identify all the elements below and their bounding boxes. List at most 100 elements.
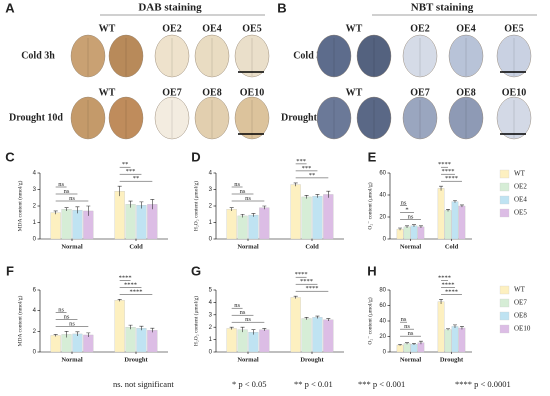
- significance-label: ****: [295, 271, 308, 278]
- bar: [323, 194, 334, 240]
- bar: [50, 212, 61, 240]
- error-bar: [398, 343, 403, 346]
- significance-label: ****: [119, 274, 132, 281]
- leaf-photo: [402, 34, 438, 78]
- error-bar: [150, 327, 155, 333]
- error-bar: [304, 316, 309, 320]
- legend-label: OE4: [514, 196, 527, 204]
- footnote: ** p < 0.01: [294, 379, 333, 389]
- bar: [396, 344, 404, 353]
- y-tick-label: 1: [209, 220, 213, 226]
- footnote: *** p < 0.001: [358, 379, 405, 389]
- y-tick-label: 0: [383, 350, 387, 356]
- y-tick-label: 3: [33, 187, 37, 193]
- significance-label: **: [122, 161, 129, 168]
- legend-swatch: [499, 298, 510, 308]
- bar: [301, 318, 312, 353]
- error-bar: [75, 331, 80, 336]
- leaf-photo: [234, 96, 270, 140]
- footnote: **** p < 0.0001: [455, 379, 511, 389]
- y-tick-label: 40: [379, 193, 386, 199]
- bar: [410, 225, 418, 240]
- error-bar: [459, 326, 464, 330]
- bar: [114, 190, 125, 240]
- y-tick-label: 6: [33, 288, 37, 294]
- bar: [136, 328, 147, 353]
- leaf-photo: [108, 96, 144, 140]
- leaf-photo: [108, 34, 144, 78]
- panel-letter: F: [6, 263, 14, 278]
- genotype-label: OE4: [202, 23, 221, 34]
- bar: [290, 184, 301, 240]
- error-bar: [229, 207, 234, 211]
- error-bar: [262, 328, 267, 331]
- row-label: Drought 10d: [281, 112, 335, 123]
- significance-label: ns: [240, 309, 246, 316]
- genotype-label: WT: [99, 23, 116, 34]
- bar: [83, 334, 94, 353]
- legend-swatch: [499, 324, 510, 334]
- error-bar: [64, 331, 69, 338]
- bar: [444, 329, 452, 353]
- y-axis-label: MDA content (nmol/g): [16, 180, 23, 231]
- error-bar: [304, 194, 309, 199]
- significance-label: ***: [126, 168, 136, 175]
- bar: [403, 226, 411, 240]
- error-bar: [139, 201, 144, 209]
- error-bar: [240, 326, 245, 333]
- legend-label: OE10: [514, 325, 531, 333]
- y-tick-label: 3: [209, 312, 213, 318]
- bar: [312, 195, 323, 240]
- error-bar: [405, 342, 410, 345]
- y-tick-label: 4: [33, 308, 37, 314]
- significance-label: ns: [58, 181, 64, 188]
- bar: [259, 329, 270, 353]
- significance-label: **: [133, 175, 140, 182]
- y-tick-label: 20: [379, 334, 386, 340]
- y-tick-label: 1: [33, 220, 37, 226]
- leaf-photo: [448, 34, 484, 78]
- legend-swatch: [499, 195, 510, 205]
- bar: [458, 205, 466, 240]
- y-tick-label: 2: [33, 204, 37, 210]
- leaf-photo: [356, 96, 392, 140]
- x-tick-label: Drought: [300, 356, 324, 363]
- legend-label: OE2: [514, 183, 527, 191]
- y-tick-label: 0: [33, 350, 37, 356]
- leaf-photo: [70, 96, 106, 140]
- significance-label: ns: [408, 214, 414, 221]
- error-bar: [86, 205, 91, 216]
- error-bar: [53, 210, 58, 215]
- significance-label: ****: [306, 285, 319, 292]
- significance-label: *: [405, 207, 408, 214]
- bar: [50, 335, 61, 353]
- bar: [444, 210, 452, 240]
- genotype-label: OE7: [410, 87, 429, 98]
- bar: [301, 196, 312, 240]
- x-tick-label: Cold: [445, 243, 459, 250]
- error-bar: [326, 190, 331, 198]
- error-bar: [439, 185, 444, 191]
- error-bar: [398, 227, 403, 231]
- genotype-label: OE4: [456, 23, 475, 34]
- bar: [226, 328, 237, 353]
- row-label: Drought 10d: [9, 112, 63, 123]
- error-bar: [262, 205, 267, 210]
- significance-label: ns: [245, 316, 251, 323]
- leaf-photo: [316, 34, 352, 78]
- error-bar: [452, 200, 457, 203]
- row-label: Cold 3h: [21, 50, 55, 61]
- leaf-photo: [496, 34, 532, 78]
- significance-label: ns: [408, 330, 414, 337]
- bar: [437, 188, 445, 240]
- x-tick-label: Normal: [400, 243, 421, 250]
- genotype-label: WT: [346, 23, 363, 34]
- legend-swatch: [499, 169, 510, 179]
- y-tick-label: 40: [379, 319, 386, 325]
- bar: [312, 317, 323, 353]
- significance-label: ns: [240, 188, 246, 195]
- leaf-photo: [402, 96, 438, 140]
- significance-label: ****: [442, 281, 455, 288]
- genotype-label: OE5: [504, 23, 523, 34]
- x-tick-label: Cold: [129, 243, 143, 250]
